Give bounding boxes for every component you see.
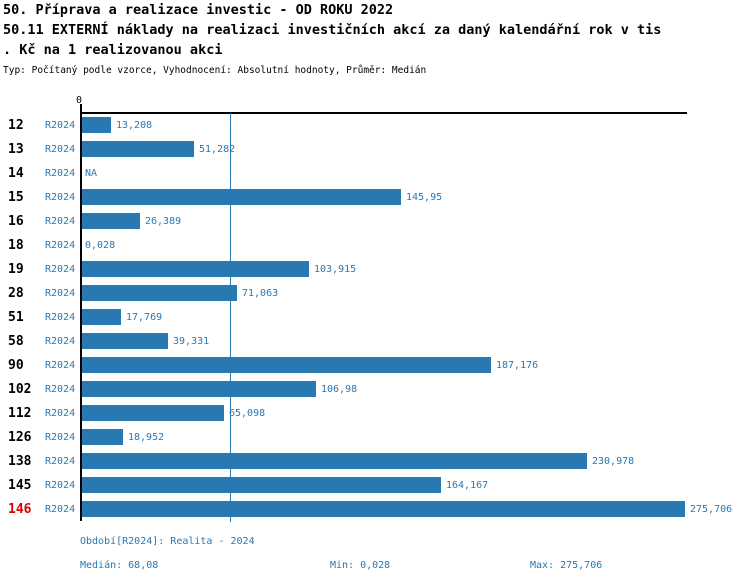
footer-period-label: Období[R2024]: Realita - 2024 xyxy=(80,536,255,547)
value-label: 13,208 xyxy=(116,120,153,131)
chart-row: 12 R2024 13,208 xyxy=(0,113,750,137)
series-label: R2024 xyxy=(45,456,76,467)
row-number-label: 58 xyxy=(8,334,24,349)
row-number-label: 51 xyxy=(8,310,24,325)
value-label: 187,176 xyxy=(496,360,539,371)
series-label: R2024 xyxy=(45,360,76,371)
chart-row: 138 R2024 230,978 xyxy=(0,449,750,473)
series-label: R2024 xyxy=(45,264,76,275)
series-label: R2024 xyxy=(45,240,76,251)
value-label: 51,282 xyxy=(199,144,236,155)
chart-meta-line: Typ: Počítaný podle vzorce, Vyhodnocení:… xyxy=(3,65,427,76)
bar xyxy=(82,141,194,157)
row-number-label: 16 xyxy=(8,214,24,229)
bar xyxy=(82,285,237,301)
series-label: R2024 xyxy=(45,120,76,131)
series-label: R2024 xyxy=(45,384,76,395)
chart-title-line2: 50.11 EXTERNÍ náklady na realizaci inves… xyxy=(3,22,662,38)
chart-row: 19 R2024 103,915 xyxy=(0,257,750,281)
y-axis-line xyxy=(80,104,82,521)
chart-row: 102 R2024 106,98 xyxy=(0,377,750,401)
value-label: 18,952 xyxy=(128,432,165,443)
median-reference-line xyxy=(230,113,231,522)
chart-row: 112 R2024 65,098 xyxy=(0,401,750,425)
bar xyxy=(82,117,111,133)
series-label: R2024 xyxy=(45,432,76,443)
value-label: 0,028 xyxy=(85,240,116,251)
bar xyxy=(82,309,121,325)
value-label: 71,063 xyxy=(242,288,279,299)
row-number-label: 102 xyxy=(8,382,32,397)
series-label: R2024 xyxy=(45,408,76,419)
value-label: 39,331 xyxy=(173,336,210,347)
chart-row: 146 R2024 275,706 xyxy=(0,497,750,521)
row-number-label: 12 xyxy=(8,118,24,133)
value-label: 230,978 xyxy=(592,456,635,467)
bar xyxy=(82,213,140,229)
chart-row: 14 R2024 NA xyxy=(0,161,750,185)
row-number-label: 14 xyxy=(8,166,24,181)
chart-row: 51 R2024 17,769 xyxy=(0,305,750,329)
row-number-label: 126 xyxy=(8,430,32,445)
bar xyxy=(82,405,224,421)
bar xyxy=(82,381,316,397)
bar xyxy=(82,357,491,373)
bar xyxy=(82,501,685,517)
row-number-label: 90 xyxy=(8,358,24,373)
row-number-label: 18 xyxy=(8,238,24,253)
chart-row: 145 R2024 164,167 xyxy=(0,473,750,497)
bar xyxy=(82,189,401,205)
footer-max-label: Max: 275,706 xyxy=(530,560,603,571)
row-number-label: 13 xyxy=(8,142,24,157)
value-label: 103,915 xyxy=(314,264,357,275)
value-label: 164,167 xyxy=(446,480,489,491)
chart-title-line1: 50. Příprava a realizace investic - OD R… xyxy=(3,2,394,18)
series-label: R2024 xyxy=(45,192,76,203)
chart-row: 15 R2024 145,95 xyxy=(0,185,750,209)
bar xyxy=(82,429,123,445)
row-number-label: 145 xyxy=(8,478,32,493)
bar xyxy=(82,261,309,277)
bar xyxy=(82,333,168,349)
footer-median-label: Medián: 68,08 xyxy=(80,560,159,571)
row-number-label: 15 xyxy=(8,190,24,205)
value-label: 17,769 xyxy=(126,312,163,323)
series-label: R2024 xyxy=(45,216,76,227)
chart-row: 126 R2024 18,952 xyxy=(0,425,750,449)
row-number-label: 19 xyxy=(8,262,24,277)
value-label: 26,389 xyxy=(145,216,182,227)
value-label: 275,706 xyxy=(690,504,733,515)
row-number-label: 112 xyxy=(8,406,32,421)
series-label: R2024 xyxy=(45,504,76,515)
series-label: R2024 xyxy=(45,144,76,155)
row-number-label: 28 xyxy=(8,286,24,301)
chart-row: 58 R2024 39,331 xyxy=(0,329,750,353)
x-axis-zero-tick-label: 0 xyxy=(76,95,83,106)
series-label: R2024 xyxy=(45,288,76,299)
series-label: R2024 xyxy=(45,312,76,323)
row-number-label: 146 xyxy=(8,502,32,517)
chart-row: 18 R2024 0,028 xyxy=(0,233,750,257)
row-number-label: 138 xyxy=(8,454,32,469)
bar xyxy=(82,453,587,469)
value-label: NA xyxy=(85,168,98,179)
chart-title-line3: . Kč na 1 realizovanou akci xyxy=(3,42,223,58)
series-label: R2024 xyxy=(45,480,76,491)
bar xyxy=(82,477,441,493)
chart-row: 16 R2024 26,389 xyxy=(0,209,750,233)
value-label: 145,95 xyxy=(406,192,443,203)
chart-row: 28 R2024 71,063 xyxy=(0,281,750,305)
series-label: R2024 xyxy=(45,336,76,347)
chart-row: 13 R2024 51,282 xyxy=(0,137,750,161)
chart-row: 90 R2024 187,176 xyxy=(0,353,750,377)
value-label: 65,098 xyxy=(229,408,266,419)
value-label: 106,98 xyxy=(321,384,358,395)
x-axis-line xyxy=(81,112,687,114)
series-label: R2024 xyxy=(45,168,76,179)
footer-min-label: Min: 0,028 xyxy=(330,560,391,571)
